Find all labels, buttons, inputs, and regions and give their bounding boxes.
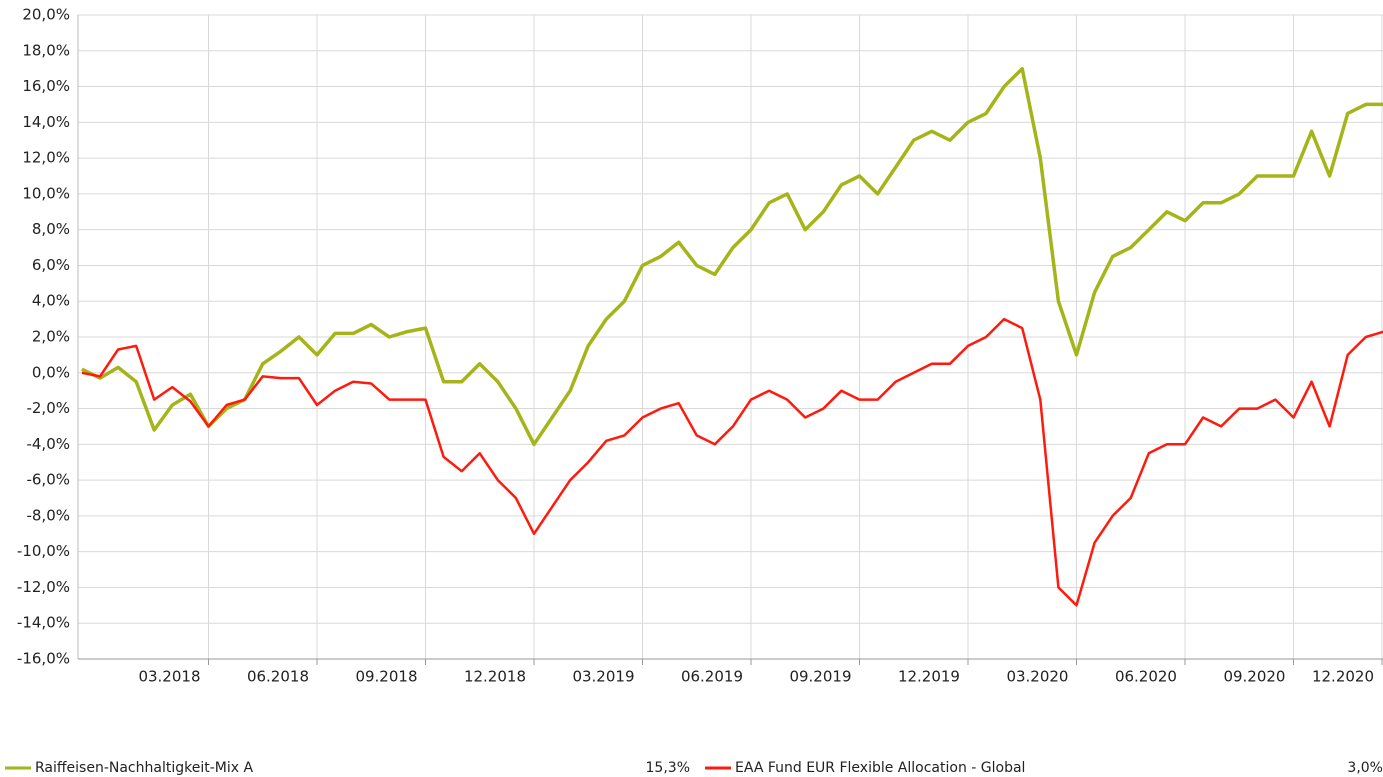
x-tick-label: 03.2018 <box>138 668 200 686</box>
x-tick-label: 09.2018 <box>355 668 417 686</box>
y-tick-label: 4,0% <box>32 292 70 310</box>
y-tick-label: 2,0% <box>32 328 70 346</box>
y-tick-label: 20,0% <box>22 6 70 24</box>
x-tick-label: 12.2019 <box>898 668 960 686</box>
legend-value: 3,0% <box>1347 760 1383 776</box>
y-tick-label: 0,0% <box>32 363 70 381</box>
legend-label: Raiffeisen-Nachhaltigkeit-Mix A <box>35 760 253 776</box>
y-tick-label: -14,0% <box>17 614 70 632</box>
legend-label: EAA Fund EUR Flexible Allocation - Globa… <box>735 760 1025 776</box>
y-tick-label: 18,0% <box>22 41 70 59</box>
x-tick-label: 09.2019 <box>789 668 851 686</box>
y-tick-label: 14,0% <box>22 113 70 131</box>
y-tick-label: 16,0% <box>22 77 70 95</box>
y-tick-label: 6,0% <box>32 256 70 274</box>
y-tick-label: -4,0% <box>26 435 70 453</box>
x-tick-label: 12.2020 <box>1312 668 1374 686</box>
x-tick-label: 06.2019 <box>681 668 743 686</box>
y-tick-label: -8,0% <box>26 506 70 524</box>
x-tick-label: 12.2018 <box>464 668 526 686</box>
legend-value: 15,3% <box>646 760 690 776</box>
y-tick-label: 10,0% <box>22 184 70 202</box>
x-tick-label: 03.2020 <box>1006 668 1068 686</box>
x-tick-label: 06.2018 <box>247 668 309 686</box>
series-line <box>81 317 1383 607</box>
y-tick-label: -12,0% <box>17 578 70 596</box>
y-tick-label: -6,0% <box>26 471 70 489</box>
y-tick-label: -10,0% <box>17 542 70 560</box>
series-line <box>81 66 1383 447</box>
x-tick-label: 09.2020 <box>1223 668 1285 686</box>
y-tick-label: -2,0% <box>26 399 70 417</box>
y-tick-label: 8,0% <box>32 220 70 238</box>
x-tick-label: 06.2020 <box>1115 668 1177 686</box>
y-tick-label: 12,0% <box>22 149 70 167</box>
x-tick-label: 03.2019 <box>572 668 634 686</box>
y-tick-label: -16,0% <box>17 650 70 668</box>
